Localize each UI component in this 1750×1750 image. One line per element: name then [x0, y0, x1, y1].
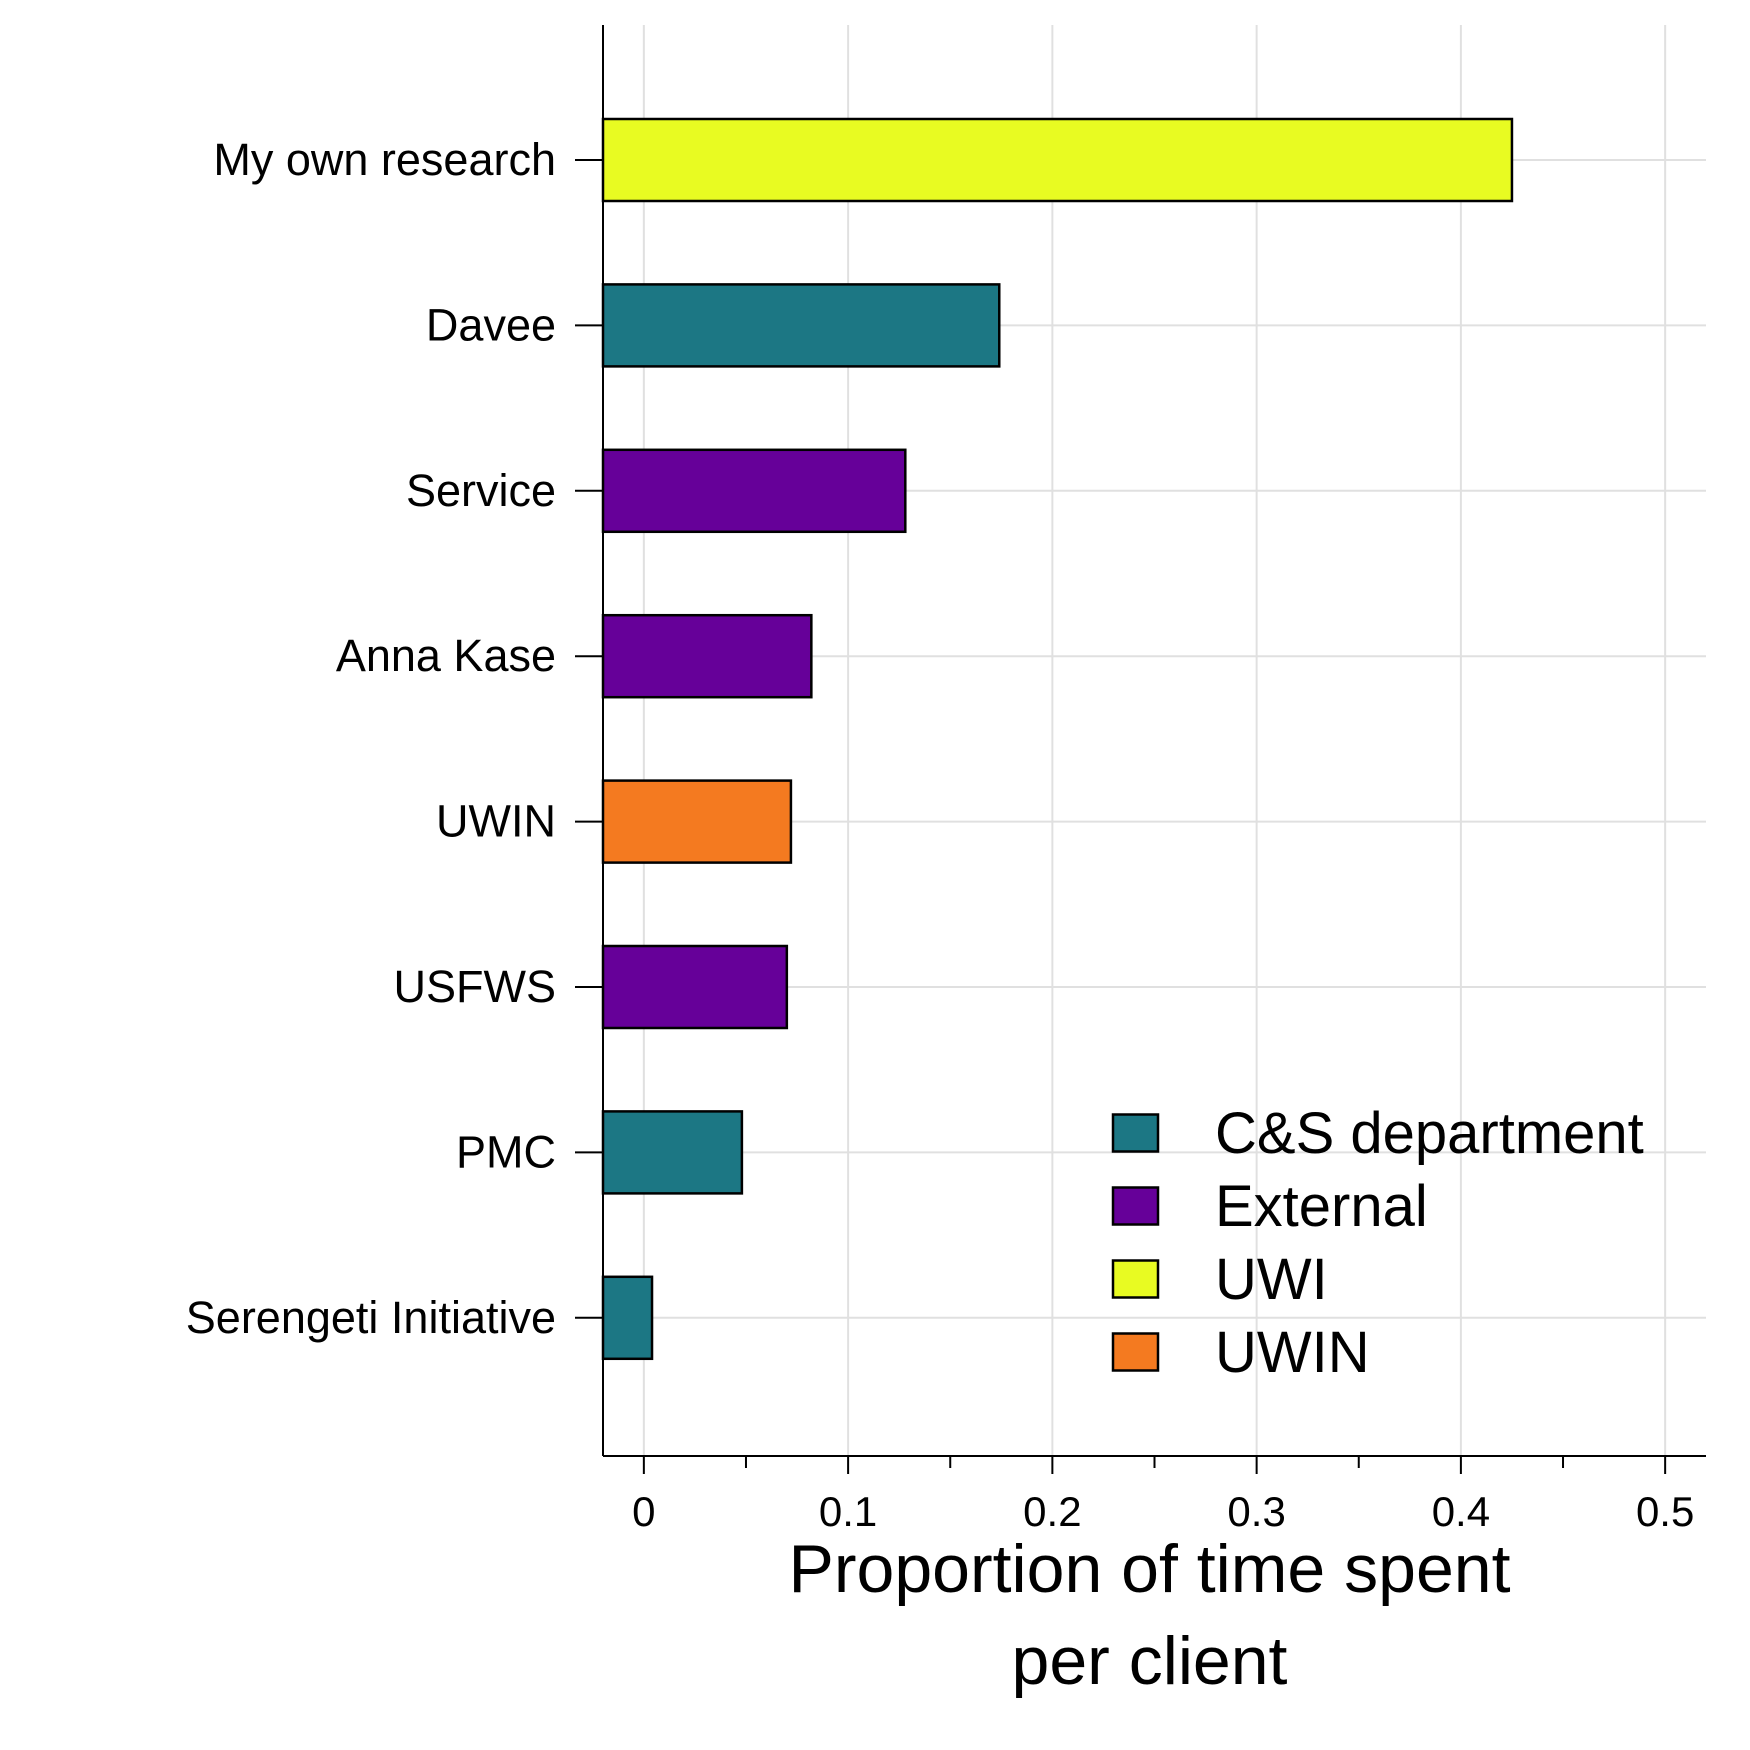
legend-label: External: [1215, 1174, 1428, 1239]
x-tick-labels: 0 0.1 0.2 0.3 0.4 0.5: [632, 1488, 1694, 1535]
category-labels: My own research Davee Service Anna Kase UWIN…: [186, 134, 556, 1343]
category-label: Serengeti Initiative: [186, 1292, 556, 1343]
x-tick-label: 0.1: [819, 1488, 877, 1535]
category-label: Davee: [426, 299, 556, 350]
bar: [601, 944, 789, 1030]
bar: [601, 613, 813, 699]
grid-lines: [603, 25, 1706, 1456]
category-label: PMC: [456, 1126, 556, 1177]
bar: [601, 1110, 744, 1195]
category-label: Anna Kase: [336, 630, 556, 681]
x-axis-title: Proportion of time spent per client: [789, 1531, 1511, 1699]
bar: [601, 1275, 654, 1361]
x-axis-title-line: Proportion of time spent: [789, 1531, 1511, 1607]
legend-label: C&S department: [1215, 1101, 1644, 1166]
x-tick-label: 0: [632, 1488, 655, 1535]
legend-label: UWIN: [1215, 1320, 1370, 1385]
legend-label: UWI: [1215, 1247, 1328, 1312]
bars: [601, 117, 1514, 1361]
x-tick-label: 0.3: [1227, 1488, 1285, 1535]
category-label: USFWS: [394, 961, 557, 1012]
legend-swatch: [1111, 1259, 1160, 1299]
bar: [601, 283, 1001, 368]
legend: C&S department External UWI UWIN: [1111, 1101, 1644, 1385]
x-tick-label: 0.4: [1432, 1488, 1490, 1535]
x-tick-label: 0.5: [1636, 1488, 1694, 1535]
x-tick-label: 0.2: [1023, 1488, 1081, 1535]
legend-swatch: [1111, 1186, 1160, 1226]
legend-swatch: [1111, 1113, 1160, 1153]
legend-swatch: [1111, 1332, 1160, 1372]
axes: [575, 25, 1706, 1474]
category-label: My own research: [213, 134, 556, 185]
category-label: UWIN: [436, 796, 556, 847]
category-label: Service: [406, 465, 556, 516]
bar: [601, 779, 793, 864]
x-axis-title-line: per client: [1012, 1623, 1288, 1699]
bar: [601, 448, 907, 534]
bar: [601, 117, 1514, 203]
